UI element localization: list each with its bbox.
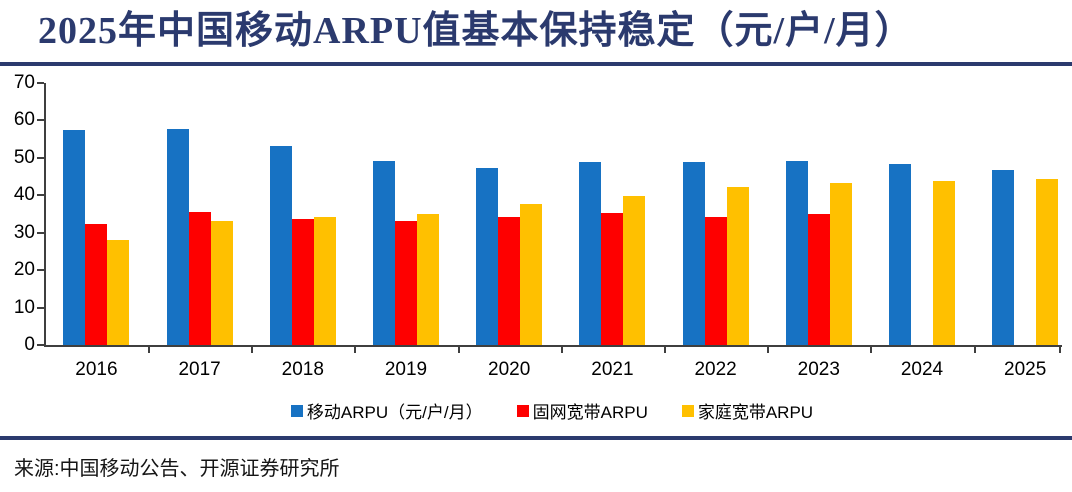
x-axis-label-2017: 2017: [178, 359, 221, 380]
x-axis-tick-1: [251, 347, 254, 353]
x-axis-label-2024: 2024: [900, 359, 944, 380]
bar-mobile-arpu-2025: [992, 169, 1015, 345]
x-axis-tick-5: [664, 347, 666, 353]
y-axis-tick-50: [37, 156, 44, 159]
bar-fixed-broadband-arpu-2021: [601, 213, 624, 345]
bar-home-broadband-arpu-2021: [623, 196, 646, 345]
y-axis-label-40: 40: [13, 184, 35, 206]
y-axis-tick-10: [37, 306, 44, 309]
x-axis-label-2016: 2016: [75, 359, 118, 380]
bar-home-broadband-arpu-2024: [933, 181, 955, 345]
y-axis-label-60: 60: [13, 109, 35, 131]
bar-mobile-arpu-2018: [269, 146, 292, 345]
x-axis-label-2021: 2021: [591, 359, 634, 380]
bar-home-broadband-arpu-2020: [520, 203, 543, 345]
bar-fixed-broadband-arpu-2023: [807, 214, 830, 345]
y-axis-label-70: 70: [13, 72, 35, 93]
chart-legend: 移动ARPU（元/户/月） 固网宽带ARPU 家庭宽带ARPU: [44, 398, 1060, 423]
x-axis-tick-0: [148, 347, 150, 353]
legend-swatch-home-broadband-arpu: [681, 404, 694, 417]
x-axis-tick-2: [354, 347, 357, 353]
bar-fixed-broadband-arpu-2020: [498, 217, 521, 345]
legend-item-fixed-broadband-arpu: 固网宽带ARPU: [516, 398, 648, 423]
y-axis-tick-70: [37, 82, 44, 84]
bar-mobile-arpu-2016: [63, 130, 86, 345]
y-axis-label-20: 20: [13, 259, 35, 281]
y-axis-label-50: 50: [13, 146, 35, 168]
x-axis-tick-8: [973, 347, 976, 353]
y-axis-tick-0: [37, 344, 44, 346]
bar-group-2020: [476, 167, 543, 345]
y-axis-label-30: 30: [13, 221, 35, 243]
bar-fixed-broadband-arpu-2019: [395, 221, 417, 345]
bar-mobile-arpu-2023: [785, 160, 808, 345]
bar-group-2024: [889, 163, 955, 345]
source-divider: [0, 436, 1072, 440]
plot-area: 0 10 20 30 40 50 60 70 2016 2017 2018 2019 2020 2021 2…: [14, 72, 1062, 380]
bar-group-2017: [166, 129, 233, 345]
legend-item-home-broadband-arpu: 家庭宽带ARPU: [681, 398, 814, 423]
bar-group-2021: [579, 162, 646, 345]
figure-title: 2025年中国移动ARPU值基本保持稳定（元/户/月）: [38, 10, 914, 52]
title-divider: [0, 62, 1072, 66]
legend-label-fixed-broadband-arpu: 固网宽带ARPU: [532, 403, 648, 422]
bar-group-2023: [785, 160, 852, 345]
bar-fixed-broadband-arpu-2022: [704, 217, 727, 345]
legend-item-mobile-arpu: 移动ARPU（元/户/月）: [290, 398, 483, 423]
bar-fixed-broadband-arpu-2017: [188, 212, 211, 345]
x-axis-label-2018: 2018: [281, 359, 324, 380]
y-axis-tick-60: [37, 119, 44, 122]
bar-home-broadband-arpu-2023: [829, 183, 852, 345]
bar-group-2019: [373, 161, 439, 345]
x-axis-tick-7: [870, 347, 873, 353]
bar-home-broadband-arpu-2019: [417, 213, 439, 345]
bar-mobile-arpu-2020: [476, 167, 499, 345]
y-axis-tick-20: [37, 269, 44, 272]
legend-swatch-mobile-arpu: [290, 404, 303, 417]
bar-mobile-arpu-2022: [682, 161, 705, 345]
legend-label-mobile-arpu: 移动ARPU（元/户/月）: [306, 403, 483, 422]
legend-swatch-fixed-broadband-arpu: [516, 404, 529, 417]
x-axis-label-2025: 2025: [1004, 359, 1047, 380]
source-note: 来源:中国移动公告、开源证券研究所: [14, 458, 340, 480]
bar-group-2022: [682, 161, 749, 345]
legend-label-home-broadband-arpu: 家庭宽带ARPU: [697, 403, 814, 422]
arpu-bar-chart: 0 10 20 30 40 50 60 70 2016 2017 2018 2019 2020 2021 2…: [0, 66, 1072, 436]
y-axis-tick-30: [37, 231, 44, 234]
bar-mobile-arpu-2021: [579, 162, 602, 345]
bar-mobile-arpu-2024: [889, 163, 911, 345]
bar-home-broadband-arpu-2025: [1036, 178, 1059, 345]
x-axis-label-2020: 2020: [488, 359, 531, 380]
bar-home-broadband-arpu-2018: [313, 216, 336, 345]
bar-home-broadband-arpu-2022: [726, 187, 749, 345]
bar-home-broadband-arpu-2017: [210, 220, 233, 345]
bar-mobile-arpu-2017: [166, 129, 189, 345]
bar-fixed-broadband-arpu-2018: [291, 219, 314, 345]
y-axis-label-0: 0: [24, 334, 35, 355]
x-axis-tick-end: [1059, 347, 1061, 353]
x-axis-label-2022: 2022: [694, 359, 737, 380]
bar-home-broadband-arpu-2016: [107, 239, 130, 345]
bar-group-2025: [992, 169, 1059, 345]
x-axis-tick-6: [767, 347, 770, 353]
x-axis-tick-4: [560, 347, 563, 353]
x-axis-label-2023: 2023: [797, 359, 840, 380]
x-axis-tick-3: [457, 347, 460, 353]
bar-fixed-broadband-arpu-2016: [85, 224, 108, 345]
y-axis-label-10: 10: [13, 296, 35, 318]
bar-mobile-arpu-2019: [373, 161, 395, 345]
bar-group-2016: [63, 130, 130, 345]
y-axis-tick-40: [37, 194, 44, 197]
bar-group-2018: [269, 146, 336, 345]
x-axis-label-2019: 2019: [384, 359, 428, 380]
